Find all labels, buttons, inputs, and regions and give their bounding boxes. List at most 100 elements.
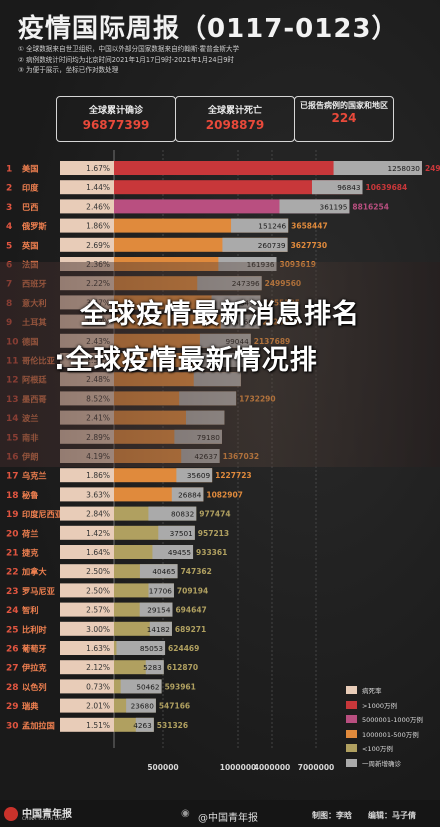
- death-rate-label: 1.86%: [86, 471, 110, 480]
- cumulative-label: 694647: [175, 606, 206, 615]
- cumulative-label: 8816254: [352, 202, 389, 211]
- note-2: ② 病例数统计时间均为北京时间2021年1月17日9时-2021年1月24日9时: [18, 55, 234, 64]
- cumulative-bar: [114, 180, 363, 195]
- death-rate-bar: [60, 180, 114, 195]
- x-tick-label: 4000000: [254, 763, 291, 772]
- rank-number: 1: [6, 165, 12, 175]
- weekly-new-bar: [116, 641, 166, 655]
- weibo-handle: @中国青年报: [198, 813, 258, 824]
- cumulative-label: 531326: [157, 721, 188, 730]
- summary-confirmed: 全球累计确诊 96877399: [56, 96, 176, 142]
- death-rate-bar: [60, 717, 114, 732]
- cumulative-label: 1227723: [215, 471, 252, 480]
- country-label: 孟加拉国: [22, 720, 55, 730]
- rank-number: 19: [6, 510, 19, 520]
- death-rate-bar: [60, 161, 114, 175]
- cumulative-label: 24982615: [425, 164, 440, 173]
- legend-label: 一周新增确诊: [362, 759, 401, 768]
- x-tick-label: 500000: [147, 763, 178, 772]
- legend-swatch: [346, 744, 357, 753]
- cumulative-label: 3627730: [291, 241, 328, 250]
- cumulative-label: 612870: [167, 663, 198, 672]
- weekly-new-label: 1258030: [387, 164, 420, 173]
- country-label: 瑞典: [22, 701, 39, 711]
- summary-label: 全球累计死亡: [207, 106, 262, 116]
- rank-number: 2: [6, 184, 12, 194]
- death-rate-label: 2.69%: [86, 241, 110, 250]
- rank-number: 18: [6, 491, 19, 501]
- death-rate-bar: [60, 218, 114, 233]
- death-rate-bar: [60, 679, 114, 694]
- country-label: 乌克兰: [22, 471, 47, 481]
- death-rate-bar: [60, 487, 114, 502]
- weekly-new-label: 361195: [320, 202, 348, 211]
- weekly-new-bar: [120, 679, 162, 694]
- legend-label: 5000001-1000万例: [362, 716, 423, 725]
- death-rate-label: 1.64%: [86, 548, 110, 557]
- cumulative-label: 709194: [177, 586, 208, 595]
- cumulative-label: 547166: [159, 702, 190, 711]
- legend-item: 病死率: [346, 683, 438, 698]
- weekly-new-label: 35609: [187, 471, 211, 480]
- legend-label: <100万例: [362, 745, 393, 754]
- rank-number: 23: [6, 587, 19, 597]
- summary-label: 全球累计确诊: [88, 106, 143, 116]
- weekly-new-label: 260739: [258, 241, 286, 250]
- rank-number: 30: [6, 721, 19, 731]
- summary-value: 2098879: [205, 118, 265, 132]
- page-title: 疫情国际周报（0117-0123）: [18, 14, 399, 44]
- cumulative-label: 977474: [199, 510, 230, 519]
- death-rate-bar: [60, 698, 114, 713]
- death-rate-bar: [60, 506, 114, 521]
- weekly-new-label: 151246: [258, 222, 286, 231]
- weekly-new-label: 85053: [140, 644, 164, 653]
- overlay-line-1: 全球疫情最新消息排名: [80, 299, 360, 330]
- legend-label: 1000001-500万例: [362, 730, 419, 739]
- note-3: ③ 为便于展示，坐标已作对数处理: [18, 66, 119, 74]
- weekly-new-bar: [222, 237, 288, 252]
- rank-number: 25: [6, 625, 19, 635]
- legend-item: 1000001-500万例: [346, 727, 438, 742]
- death-rate-bar: [60, 660, 114, 675]
- cumulative-label: 624469: [168, 644, 199, 653]
- rank-number: 3: [6, 203, 12, 213]
- death-rate-bar: [60, 602, 114, 617]
- rank-number: 20: [6, 529, 19, 539]
- country-label: 智利: [21, 605, 38, 615]
- death-rate-label: 1.44%: [86, 183, 110, 192]
- death-rate-label: 2.12%: [86, 663, 110, 672]
- death-rate-label: 2.46%: [86, 202, 110, 211]
- summary-deaths: 全球累计死亡 2098879: [175, 96, 295, 142]
- weekly-new-bar: [311, 180, 363, 195]
- death-rate-bar: [60, 564, 114, 579]
- country-label: 以色列: [22, 682, 47, 692]
- country-label: 比利时: [22, 624, 47, 634]
- rank-number: 27: [6, 664, 19, 674]
- country-label: 加拿大: [21, 567, 47, 577]
- death-rate-label: 0.73%: [86, 682, 110, 691]
- country-label: 巴西: [22, 202, 38, 212]
- weekly-new-label: 50462: [136, 682, 159, 691]
- weekly-new-bar: [158, 525, 195, 540]
- legend-label: 病死率: [362, 687, 382, 696]
- cumulative-label: 3658447: [291, 222, 328, 231]
- logo-subtext: CHINA YOUTH DAILY: [22, 817, 68, 822]
- logo-icon: [4, 807, 18, 821]
- death-rate-label: 1.51%: [86, 721, 110, 730]
- death-rate-label: 1.67%: [86, 164, 110, 173]
- legend-swatch: [346, 715, 357, 724]
- legend-item: 一周新增确诊: [346, 756, 438, 771]
- weekly-new-bar: [148, 583, 174, 598]
- weekly-new-bar: [126, 698, 156, 713]
- weibo-icon: ◉: [181, 808, 190, 819]
- legend: 病死率 >1000万例 5000001-1000万例 1000001-500万例 <10…: [346, 683, 438, 770]
- death-rate-label: 2.50%: [86, 586, 110, 595]
- footer: [0, 800, 440, 827]
- death-rate-label: 1.63%: [86, 644, 110, 653]
- death-rate-label: 2.01%: [86, 702, 110, 711]
- cumulative-label: 10639684: [366, 183, 408, 192]
- rank-number: 4: [6, 222, 12, 232]
- legend-item: <100万例: [346, 741, 438, 756]
